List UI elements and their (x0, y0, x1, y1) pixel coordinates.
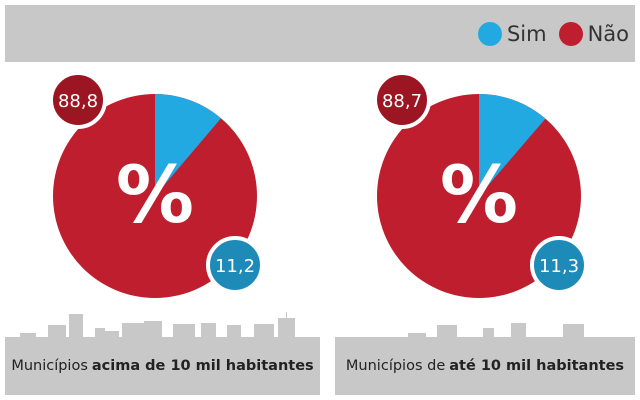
badge-nao-label: 88,7 (382, 91, 422, 112)
badge-sim-label: 11,2 (215, 256, 255, 277)
caption-plain: Municípios de (345, 358, 446, 374)
sim-swatch-icon (477, 22, 502, 46)
badge-sim-circle (206, 236, 264, 294)
legend-label-sim: Sim (506, 22, 547, 46)
nao-swatch-icon (558, 22, 583, 46)
caption-bold: acima de 10 mil habitantes (91, 358, 314, 374)
badge-sim-circle (530, 236, 588, 294)
badge-nao-label: 88,8 (58, 91, 98, 112)
pie-2: % 88,7 11,3 (373, 71, 588, 298)
caption-right: Municípios de até 10 mil habitantes (335, 337, 635, 395)
pie-1: % 88,8 11,2 (49, 71, 264, 298)
legend: Sim Não (466, 22, 629, 46)
badge-nao-circle (49, 71, 107, 129)
slice-sim (479, 94, 546, 196)
percent-symbol: % (116, 151, 194, 241)
legend-item-sim: Sim (477, 22, 547, 46)
badge-nao-circle (373, 71, 431, 129)
percent-symbol: % (440, 151, 518, 241)
slice-sim (155, 94, 221, 196)
skyline-left (20, 312, 295, 338)
legend-item-nao: Não (558, 22, 629, 46)
badge-sim-label: 11,3 (539, 256, 579, 277)
caption-left: Municípios acima de 10 mil habitantes (5, 337, 320, 395)
legend-label-nao: Não (587, 22, 629, 46)
caption-bold: até 10 mil habitantes (449, 358, 625, 374)
legend-bar: Sim Não (5, 5, 635, 62)
skyline-right (408, 323, 584, 338)
caption-plain: Municípios (11, 358, 88, 374)
